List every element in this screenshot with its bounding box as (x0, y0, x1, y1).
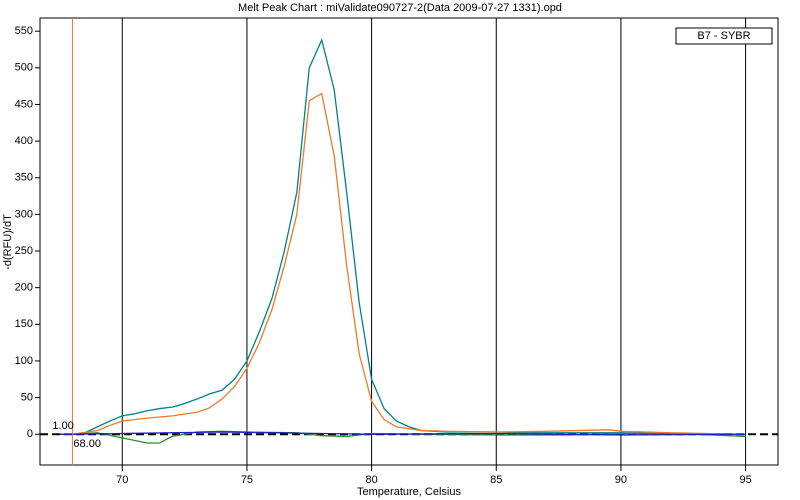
y-tick-label: 100 (15, 355, 33, 367)
x-tick-label: 75 (241, 474, 253, 486)
legend-box (675, 27, 773, 45)
y-tick-label: 300 (15, 208, 33, 220)
x-tick-label: 70 (116, 474, 128, 486)
y-tick-label: 350 (15, 172, 33, 184)
y-tick-label: 50 (21, 391, 33, 403)
series-line (59, 92, 746, 435)
y-tick-label: 500 (15, 62, 33, 74)
plot-frame (39, 17, 779, 466)
y-axis-label: -d(RFU)/dT (2, 214, 14, 270)
marker-x-label: 68.00 (73, 438, 101, 450)
x-tick-label: 95 (739, 474, 751, 486)
legend-text: B7 - SYBR (697, 30, 750, 42)
chart-title: Melt Peak Chart : miValidate090727-2(Dat… (238, 2, 562, 14)
y-tick-label: 0 (27, 428, 33, 440)
marker-y-label: 1.00 (52, 420, 73, 432)
x-tick-label: 85 (490, 474, 502, 486)
y-tick-label: 150 (15, 318, 33, 330)
x-axis-label: Temperature, Celsius (357, 486, 461, 498)
y-tick-label: 200 (15, 282, 33, 294)
series-line (59, 431, 746, 436)
y-tick-label: 400 (15, 135, 33, 147)
x-tick-label: 90 (615, 474, 627, 486)
x-tick-label: 80 (365, 474, 377, 486)
y-tick-label: 450 (15, 98, 33, 110)
y-tick-label: 550 (15, 25, 33, 37)
y-tick-label: 250 (15, 245, 33, 257)
